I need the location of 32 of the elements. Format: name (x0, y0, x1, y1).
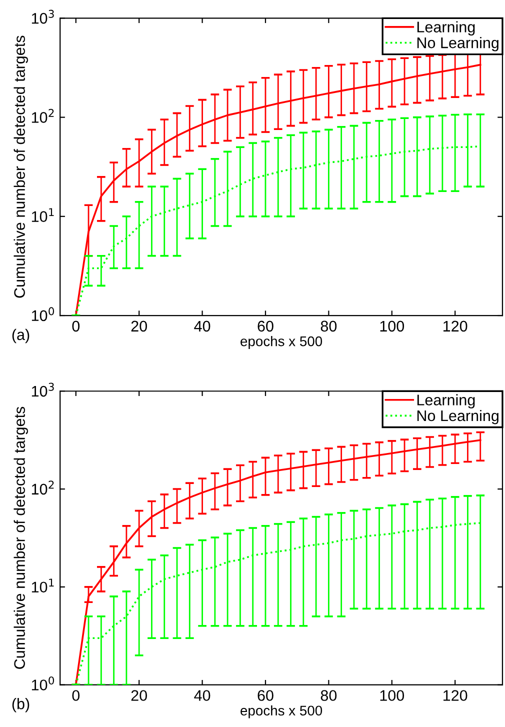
y-axis-title: Cumulative number of detected targets (14, 36, 28, 298)
x-axis-title: epochs x 500 (240, 336, 322, 349)
text: (b) (12, 698, 30, 712)
y-axis-title: Cumulative number of detected targets (14, 406, 28, 669)
x-tick-label: 40 (194, 690, 210, 701)
x-tick-label: 60 (258, 690, 274, 701)
y-tick-label: 10$^{3}$ (32, 10, 54, 24)
legend-label: No Learning (417, 410, 498, 424)
x-axis-title: epochs x 500 (240, 705, 322, 718)
x-tick-label: 20 (131, 320, 147, 332)
y-tick-label: 10$^{1}$ (32, 208, 54, 222)
x-tick-label: 80 (320, 320, 337, 332)
y-tick-label: 10$^{0}$ (32, 307, 54, 322)
x-tick-label: 120 (444, 690, 468, 701)
y-tick-label: 10$^{3}$ (32, 382, 54, 397)
text: (a) (12, 328, 30, 344)
y-tick-label: 10$^{0}$ (32, 676, 54, 690)
x-tick-label: 20 (131, 690, 147, 701)
legend-label: No Learning (417, 37, 498, 52)
legend-label: Learning (417, 21, 475, 36)
x-tick-label: 100 (380, 690, 404, 701)
x-tick-label: 120 (444, 320, 468, 332)
x-tick-label: 40 (194, 320, 210, 332)
y-tick-label: 10$^{2}$ (32, 108, 54, 123)
legend-label: Learning (417, 394, 475, 408)
y-tick-label: 10$^{1}$ (32, 578, 54, 593)
x-tick-label: 100 (380, 320, 404, 332)
x-tick-label: 80 (320, 690, 337, 701)
y-tick-label: 10$^{2}$ (32, 480, 54, 495)
x-tick-label: 60 (258, 320, 274, 332)
x-tick-label: 0 (72, 690, 80, 701)
x-tick-label: 0 (72, 320, 80, 332)
